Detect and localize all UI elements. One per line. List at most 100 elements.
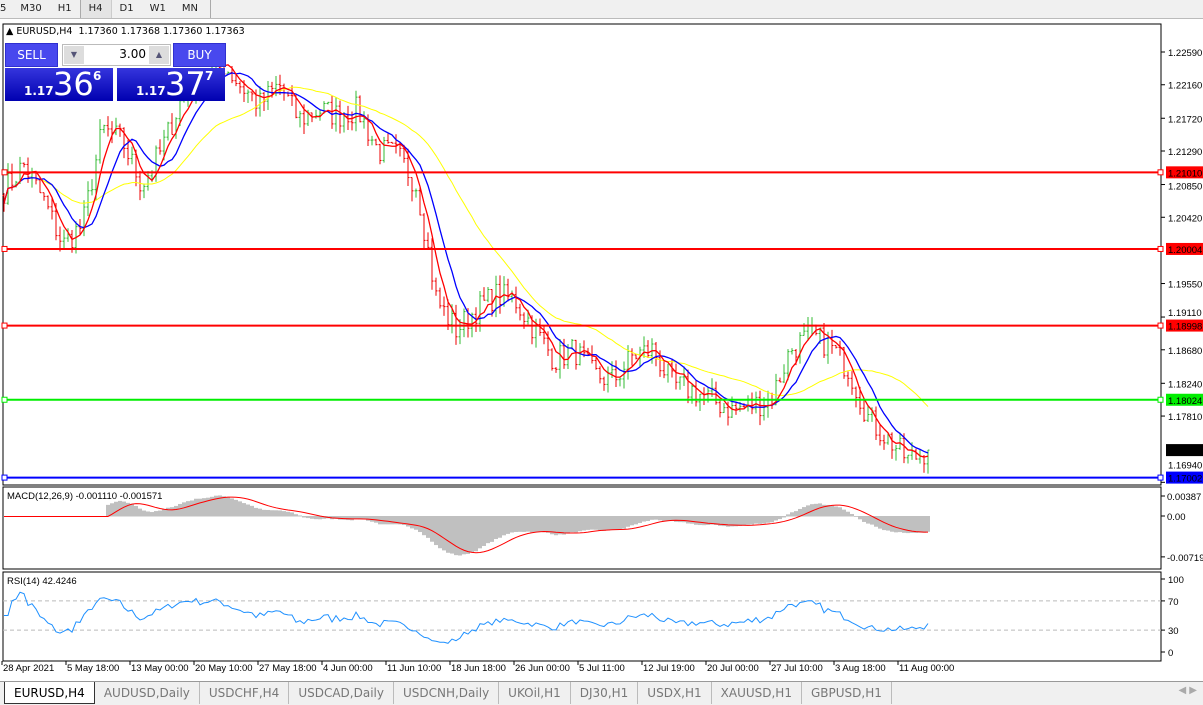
macd-histogram-bar: [122, 501, 126, 517]
collapse-triangle-icon[interactable]: ▲: [6, 26, 14, 37]
macd-histogram-bar: [110, 503, 114, 517]
current-price-label: 1.17363: [1168, 446, 1202, 457]
sell-button[interactable]: SELL: [5, 43, 58, 67]
macd-histogram-bar: [214, 495, 218, 517]
chart-canvas[interactable]: 1.22590 1.22160 1.21720 1.21290 1.20850 1.204…: [0, 19, 1203, 681]
macd-histogram-bar: [646, 516, 650, 521]
chart-tabs: EURUSD,H4 AUDUSD,Daily USDCHF,H4 USDCAD,Dai…: [0, 681, 1203, 705]
tab-gbpusd-h1[interactable]: GBPUSD,H1: [802, 682, 892, 704]
macd-histogram-bar: [686, 516, 690, 524]
time-tick-label: 28 Apr 2021: [3, 663, 54, 674]
macd-histogram-bar: [242, 503, 246, 517]
volume-decrease-icon[interactable]: ▼: [64, 46, 84, 64]
level-handle[interactable]: [1, 474, 8, 481]
macd-histogram-bar: [774, 516, 778, 521]
macd-histogram-bar: [482, 516, 486, 546]
macd-histogram-bar: [366, 516, 370, 521]
buy-price[interactable]: 1.17 37 7: [117, 65, 225, 103]
level-handle[interactable]: [1, 245, 8, 252]
tab-eurusd-h4[interactable]: EURUSD,H4: [4, 682, 95, 704]
macd-histogram-bar: [194, 498, 198, 517]
level-handle[interactable]: [1, 322, 8, 329]
price-tick-label: 1.22160: [1168, 81, 1202, 92]
macd-histogram-bar: [622, 516, 626, 529]
price-tick-label: 1.17810: [1168, 412, 1202, 423]
level-handle[interactable]: [1157, 169, 1164, 176]
sell-price-pips: 36: [53, 65, 94, 103]
tab-usdcad-daily[interactable]: USDCAD,Daily: [289, 682, 394, 704]
macd-histogram-bar: [634, 516, 638, 525]
macd-histogram-bar: [546, 516, 550, 533]
buy-button[interactable]: BUY: [173, 43, 226, 67]
macd-histogram-bar: [890, 516, 894, 532]
time-tick-label: 11 Aug 00:00: [899, 663, 954, 674]
timeframe-w1[interactable]: W1: [149, 3, 166, 14]
ohlc-values: 1.17360 1.17368 1.17360 1.17363: [78, 26, 245, 37]
macd-histogram-bar: [174, 505, 178, 517]
timeframe-m30[interactable]: M30: [20, 3, 42, 14]
timeframe-d1[interactable]: D1: [119, 3, 134, 14]
tab-dj30-h1[interactable]: DJ30,H1: [571, 682, 639, 704]
time-tick-label: 18 Jun 18:00: [451, 663, 506, 674]
tab-xauusd-h1[interactable]: XAUUSD,H1: [712, 682, 802, 704]
macd-histogram-bar: [402, 516, 406, 526]
macd-histogram-bar: [186, 501, 190, 517]
time-tick-label: 26 Jun 00:00: [515, 663, 570, 674]
tab-usdcnh-daily[interactable]: USDCNH,Daily: [394, 682, 500, 704]
macd-histogram-bar: [346, 516, 350, 521]
macd-histogram-bar: [170, 507, 174, 517]
macd-label: MACD(12,26,9) -0.001110 -0.001571: [7, 491, 162, 502]
volume-value[interactable]: 3.00: [119, 47, 146, 61]
macd-histogram-bar: [230, 498, 234, 517]
macd-histogram-bar: [618, 516, 622, 530]
macd-histogram-bar: [394, 516, 398, 525]
level-handle[interactable]: [1, 396, 8, 403]
tab-audusd-daily[interactable]: AUDUSD,Daily: [95, 682, 200, 704]
volume-field[interactable]: ▼ 3.00 ▲: [62, 44, 171, 66]
macd-histogram-bar: [570, 516, 574, 533]
timeframe-5[interactable]: 5: [0, 3, 7, 14]
tab-usdchf-h4[interactable]: USDCHF,H4: [200, 682, 290, 704]
price-tick-label: 1.21290: [1168, 147, 1202, 158]
level-handle[interactable]: [1157, 474, 1164, 481]
macd-tick-label: 0.00387: [1167, 492, 1201, 503]
chart-window[interactable]: 1.22590 1.22160 1.21720 1.21290 1.20850 1.204…: [0, 19, 1203, 681]
time-tick-label: 5 May 18:00: [67, 663, 119, 674]
macd-histogram-bar: [670, 516, 674, 522]
buy-price-fraction: 7: [205, 69, 214, 83]
macd-histogram-bar: [910, 516, 914, 533]
macd-histogram-bar: [586, 516, 590, 530]
timeframe-toolbar: 5 M30 H1 H4 D1 W1 MN: [0, 0, 1203, 19]
macd-histogram-bar: [870, 516, 874, 525]
sell-price[interactable]: 1.17 36 6: [5, 65, 113, 103]
macd-histogram-bar: [694, 516, 698, 525]
macd-histogram-bar: [522, 516, 526, 532]
tab-ukoil-h1[interactable]: UKOil,H1: [499, 682, 571, 704]
macd-histogram-bar: [758, 516, 762, 524]
macd-histogram-bar: [386, 516, 390, 525]
macd-histogram-bar: [226, 497, 230, 517]
volume-increase-icon[interactable]: ▲: [149, 46, 169, 64]
macd-histogram-bar: [314, 516, 318, 520]
tab-scroll-arrows-icon[interactable]: ◀ ▶: [1178, 685, 1197, 696]
sell-price-fraction: 6: [93, 69, 102, 83]
level-handle[interactable]: [1157, 396, 1164, 403]
macd-histogram-bar: [850, 513, 854, 517]
macd-histogram-bar: [258, 508, 262, 517]
macd-histogram-bar: [434, 516, 438, 546]
macd-histogram-bar: [474, 516, 478, 552]
level-handle[interactable]: [1, 169, 8, 176]
macd-histogram-bar: [246, 504, 250, 517]
timeframe-h4[interactable]: H4: [79, 0, 112, 18]
tab-usdx-h1[interactable]: USDX,H1: [638, 682, 712, 704]
macd-histogram-bar: [762, 516, 766, 524]
level-handle[interactable]: [1157, 322, 1164, 329]
timeframe-mn[interactable]: MN: [181, 3, 198, 14]
macd-histogram-bar: [786, 514, 790, 517]
level-handle[interactable]: [1157, 245, 1164, 252]
timeframe-h1[interactable]: H1: [57, 3, 72, 14]
macd-histogram-bar: [874, 516, 878, 527]
level-price-label: 1.17002: [1168, 474, 1202, 485]
macd-histogram-bar: [478, 516, 482, 549]
macd-histogram-bar: [858, 516, 862, 520]
